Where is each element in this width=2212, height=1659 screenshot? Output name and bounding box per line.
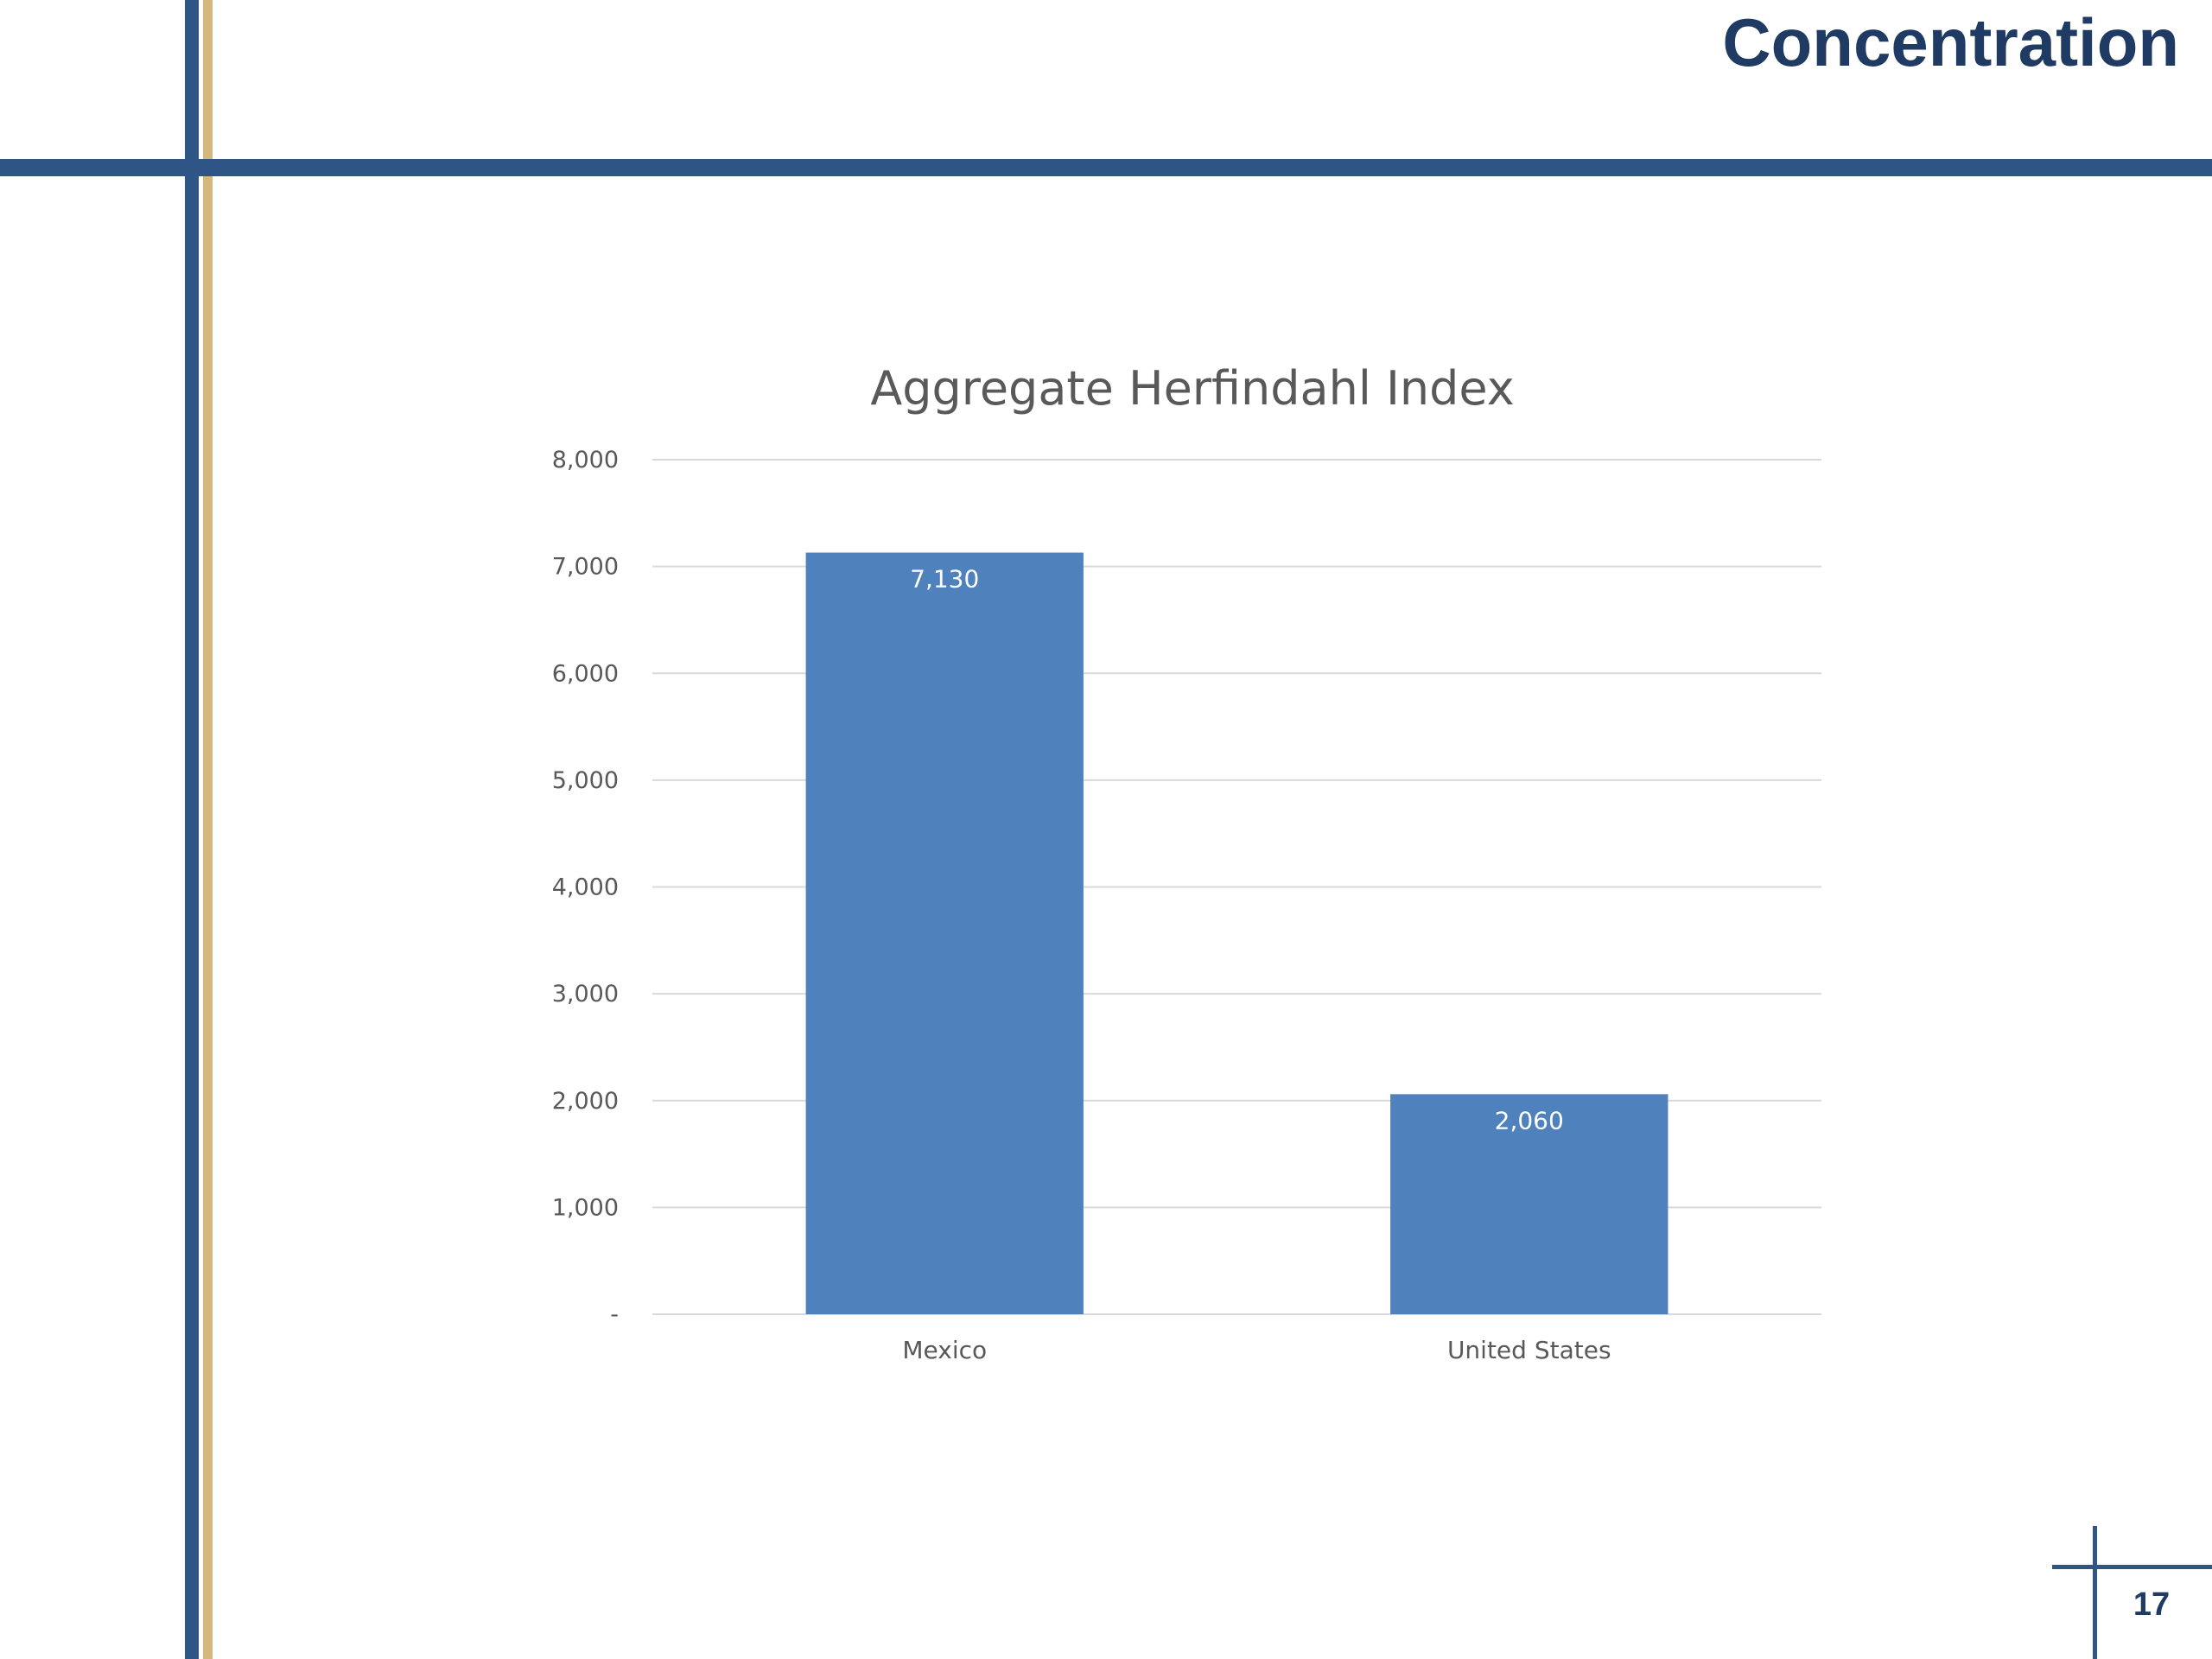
page-number: 17	[2133, 1586, 2171, 1623]
bars	[805, 552, 1669, 1314]
corner-mark-vertical	[2093, 1526, 2097, 1659]
y-tick-label: 4,000	[552, 874, 619, 901]
x-axis-category-labels: Mexico United States	[902, 1336, 1611, 1364]
vertical-blue-rule	[185, 0, 199, 1659]
vertical-gold-rule	[203, 0, 213, 1659]
data-label: 2,060	[1495, 1106, 1564, 1135]
data-label: 7,130	[910, 565, 979, 594]
y-tick-label: 6,000	[552, 660, 619, 687]
y-axis-tick-labels: - 1,000 2,000 3,000 4,000 5,000 6,000 7,000 8,00…	[552, 447, 619, 1328]
data-labels: 7,130 2,060	[910, 565, 1564, 1135]
bar	[1390, 1094, 1669, 1314]
y-tick-label: 1,000	[552, 1194, 619, 1221]
slide-title: Concentration	[1722, 4, 2179, 80]
corner-mark-horizontal	[2052, 1565, 2212, 1569]
y-tick-label: 5,000	[552, 767, 619, 794]
bar	[805, 552, 1084, 1314]
x-category-label: Mexico	[902, 1336, 987, 1364]
y-tick-label: 3,000	[552, 981, 619, 1007]
y-tick-label: 7,000	[552, 554, 619, 581]
y-tick-label: 2,000	[552, 1088, 619, 1115]
x-category-label: United States	[1447, 1336, 1611, 1364]
y-tick-label: 8,000	[552, 447, 619, 474]
chart-title: Aggregate Herfindahl Index	[870, 361, 1514, 416]
horizontal-blue-rule	[0, 159, 2212, 176]
y-tick-label: -	[610, 1301, 619, 1328]
